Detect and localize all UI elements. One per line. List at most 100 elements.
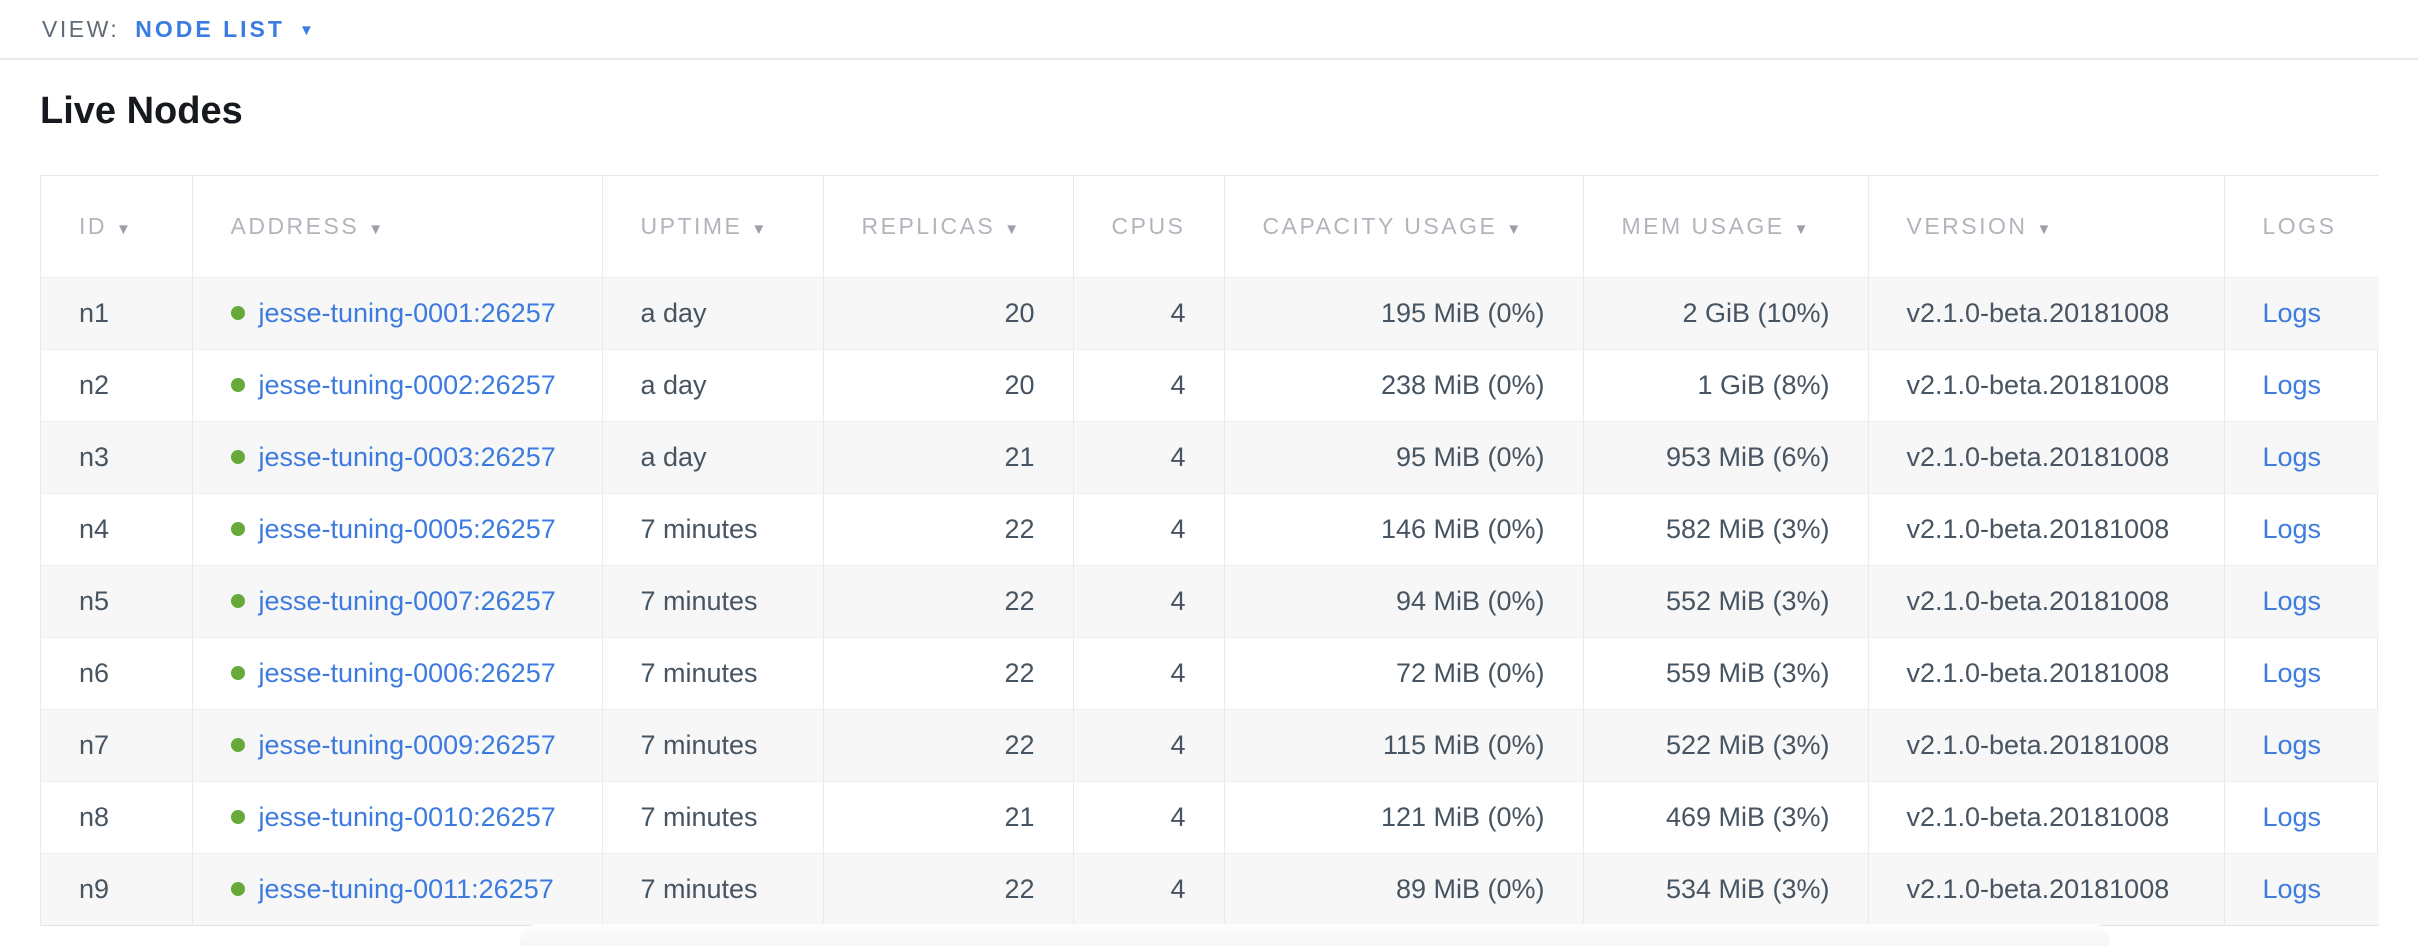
cpus-cell: 4 bbox=[1072, 852, 1224, 925]
view-bar: VIEW: NODE LIST ▼ bbox=[0, 0, 2418, 60]
sort-descending-icon: ▼ bbox=[1793, 220, 1809, 238]
column-header-label: CPUS bbox=[1111, 212, 1186, 239]
column-header-replicas[interactable]: REPLICAS ▼ bbox=[822, 176, 1073, 277]
node-address-link[interactable]: jesse-tuning-0002:26257 bbox=[258, 369, 556, 400]
node-logs-link[interactable]: Logs bbox=[2262, 729, 2322, 760]
page-title: Live Nodes bbox=[40, 90, 243, 132]
node-logs-link[interactable]: Logs bbox=[2262, 873, 2322, 904]
address-cell: jesse-tuning-0001:26257 bbox=[191, 276, 602, 349]
node-logs-link[interactable]: Logs bbox=[2262, 369, 2322, 400]
capacity-cell: 146 MiB (0%) bbox=[1223, 492, 1583, 565]
sort-descending-icon: ▼ bbox=[751, 220, 767, 238]
node-address-link[interactable]: jesse-tuning-0005:26257 bbox=[258, 513, 556, 544]
mem-cell: 582 MiB (3%) bbox=[1582, 492, 1868, 565]
table-row: n8 jesse-tuning-0010:26257 7 minutes 21 4 121… bbox=[41, 780, 2379, 853]
logs-cell: Logs bbox=[2223, 420, 2379, 493]
id-cell: n2 bbox=[41, 348, 192, 421]
node-address-link[interactable]: jesse-tuning-0011:26257 bbox=[258, 873, 554, 904]
logs-cell: Logs bbox=[2223, 564, 2379, 637]
column-header-version[interactable]: VERSION ▼ bbox=[1867, 176, 2224, 277]
cpus-cell: 4 bbox=[1072, 348, 1224, 421]
address-cell: jesse-tuning-0010:26257 bbox=[191, 780, 602, 853]
column-header-uptime[interactable]: UPTIME ▼ bbox=[601, 176, 823, 277]
version-cell: v2.1.0-beta.20181008 bbox=[1867, 852, 2224, 925]
column-header-id[interactable]: ID ▼ bbox=[41, 176, 192, 277]
live-nodes-table: ID ▼ ADDRESS ▼ UPTIME ▼ REPLICAS ▼ CPUS CAPACITY … bbox=[40, 175, 2379, 926]
replicas-cell: 20 bbox=[822, 276, 1073, 349]
node-logs-link[interactable]: Logs bbox=[2262, 657, 2322, 688]
column-header-capacity[interactable]: CAPACITY USAGE ▼ bbox=[1223, 176, 1583, 277]
logs-cell: Logs bbox=[2223, 636, 2379, 709]
table-row: n4 jesse-tuning-0005:26257 7 minutes 22 4 146… bbox=[41, 492, 2379, 565]
table-row: n3 jesse-tuning-0003:26257 a day 21 4 95 MiB … bbox=[41, 420, 2379, 493]
column-header-address[interactable]: ADDRESS ▼ bbox=[191, 176, 602, 277]
view-selected-value: NODE LIST bbox=[135, 15, 285, 42]
replicas-cell: 22 bbox=[822, 852, 1073, 925]
id-cell: n1 bbox=[41, 276, 192, 349]
node-logs-link[interactable]: Logs bbox=[2262, 513, 2322, 544]
mem-cell: 559 MiB (3%) bbox=[1582, 636, 1868, 709]
column-header-label: UPTIME bbox=[640, 212, 743, 239]
node-live-status-icon bbox=[230, 737, 245, 752]
address-cell: jesse-tuning-0006:26257 bbox=[191, 636, 602, 709]
node-address-link[interactable]: jesse-tuning-0003:26257 bbox=[258, 441, 556, 472]
mem-cell: 522 MiB (3%) bbox=[1582, 708, 1868, 781]
sort-descending-icon: ▼ bbox=[116, 220, 131, 238]
table-row: n9 jesse-tuning-0011:26257 7 minutes 22 4 89 … bbox=[41, 852, 2379, 925]
node-address-link[interactable]: jesse-tuning-0009:26257 bbox=[258, 729, 556, 760]
version-cell: v2.1.0-beta.20181008 bbox=[1867, 420, 2224, 493]
mem-cell: 552 MiB (3%) bbox=[1582, 564, 1868, 637]
logs-cell: Logs bbox=[2223, 492, 2379, 565]
node-address-link[interactable]: jesse-tuning-0006:26257 bbox=[258, 657, 556, 688]
cpus-cell: 4 bbox=[1072, 780, 1224, 853]
uptime-cell: a day bbox=[601, 276, 823, 349]
replicas-cell: 22 bbox=[822, 708, 1073, 781]
replicas-cell: 21 bbox=[822, 420, 1073, 493]
id-cell: n8 bbox=[41, 780, 192, 853]
chevron-down-icon: ▼ bbox=[298, 21, 314, 39]
address-cell: jesse-tuning-0005:26257 bbox=[191, 492, 602, 565]
replicas-cell: 21 bbox=[822, 780, 1073, 853]
node-live-status-icon bbox=[230, 881, 245, 896]
node-logs-link[interactable]: Logs bbox=[2262, 801, 2322, 832]
version-cell: v2.1.0-beta.20181008 bbox=[1867, 492, 2224, 565]
column-header-label: CAPACITY USAGE bbox=[1262, 212, 1498, 239]
view-label: VIEW: bbox=[42, 15, 120, 42]
uptime-cell: 7 minutes bbox=[601, 852, 823, 925]
node-address-link[interactable]: jesse-tuning-0001:26257 bbox=[258, 297, 556, 328]
uptime-cell: 7 minutes bbox=[601, 636, 823, 709]
table-row: n1 jesse-tuning-0001:26257 a day 20 4 195 MiB… bbox=[41, 276, 2379, 349]
node-address-link[interactable]: jesse-tuning-0007:26257 bbox=[258, 585, 556, 616]
table-row: n6 jesse-tuning-0006:26257 7 minutes 22 4 72 … bbox=[41, 636, 2379, 709]
uptime-cell: 7 minutes bbox=[601, 492, 823, 565]
replicas-cell: 22 bbox=[822, 636, 1073, 709]
version-cell: v2.1.0-beta.20181008 bbox=[1867, 564, 2224, 637]
column-header-label: LOGS bbox=[2262, 212, 2337, 239]
capacity-cell: 195 MiB (0%) bbox=[1223, 276, 1583, 349]
logs-cell: Logs bbox=[2223, 276, 2379, 349]
mem-cell: 1 GiB (8%) bbox=[1582, 348, 1868, 421]
view-selector-dropdown[interactable]: NODE LIST ▼ bbox=[135, 16, 314, 43]
address-cell: jesse-tuning-0003:26257 bbox=[191, 420, 602, 493]
replicas-cell: 22 bbox=[822, 564, 1073, 637]
cpus-cell: 4 bbox=[1072, 276, 1224, 349]
column-header-label: REPLICAS bbox=[861, 212, 996, 239]
column-header-mem[interactable]: MEM USAGE ▼ bbox=[1582, 176, 1868, 277]
node-logs-link[interactable]: Logs bbox=[2262, 441, 2322, 472]
node-live-status-icon bbox=[230, 521, 245, 536]
version-cell: v2.1.0-beta.20181008 bbox=[1867, 708, 2224, 781]
logs-cell: Logs bbox=[2223, 780, 2379, 853]
address-cell: jesse-tuning-0011:26257 bbox=[191, 852, 602, 925]
node-logs-link[interactable]: Logs bbox=[2262, 585, 2322, 616]
version-cell: v2.1.0-beta.20181008 bbox=[1867, 636, 2224, 709]
node-address-link[interactable]: jesse-tuning-0010:26257 bbox=[258, 801, 556, 832]
mem-cell: 953 MiB (6%) bbox=[1582, 420, 1868, 493]
node-logs-link[interactable]: Logs bbox=[2262, 297, 2322, 328]
node-live-status-icon bbox=[230, 809, 245, 824]
mem-cell: 469 MiB (3%) bbox=[1582, 780, 1868, 853]
capacity-cell: 72 MiB (0%) bbox=[1223, 636, 1583, 709]
id-cell: n9 bbox=[41, 852, 192, 925]
sort-descending-icon: ▼ bbox=[368, 220, 384, 238]
id-cell: n5 bbox=[41, 564, 192, 637]
capacity-cell: 121 MiB (0%) bbox=[1223, 780, 1583, 853]
